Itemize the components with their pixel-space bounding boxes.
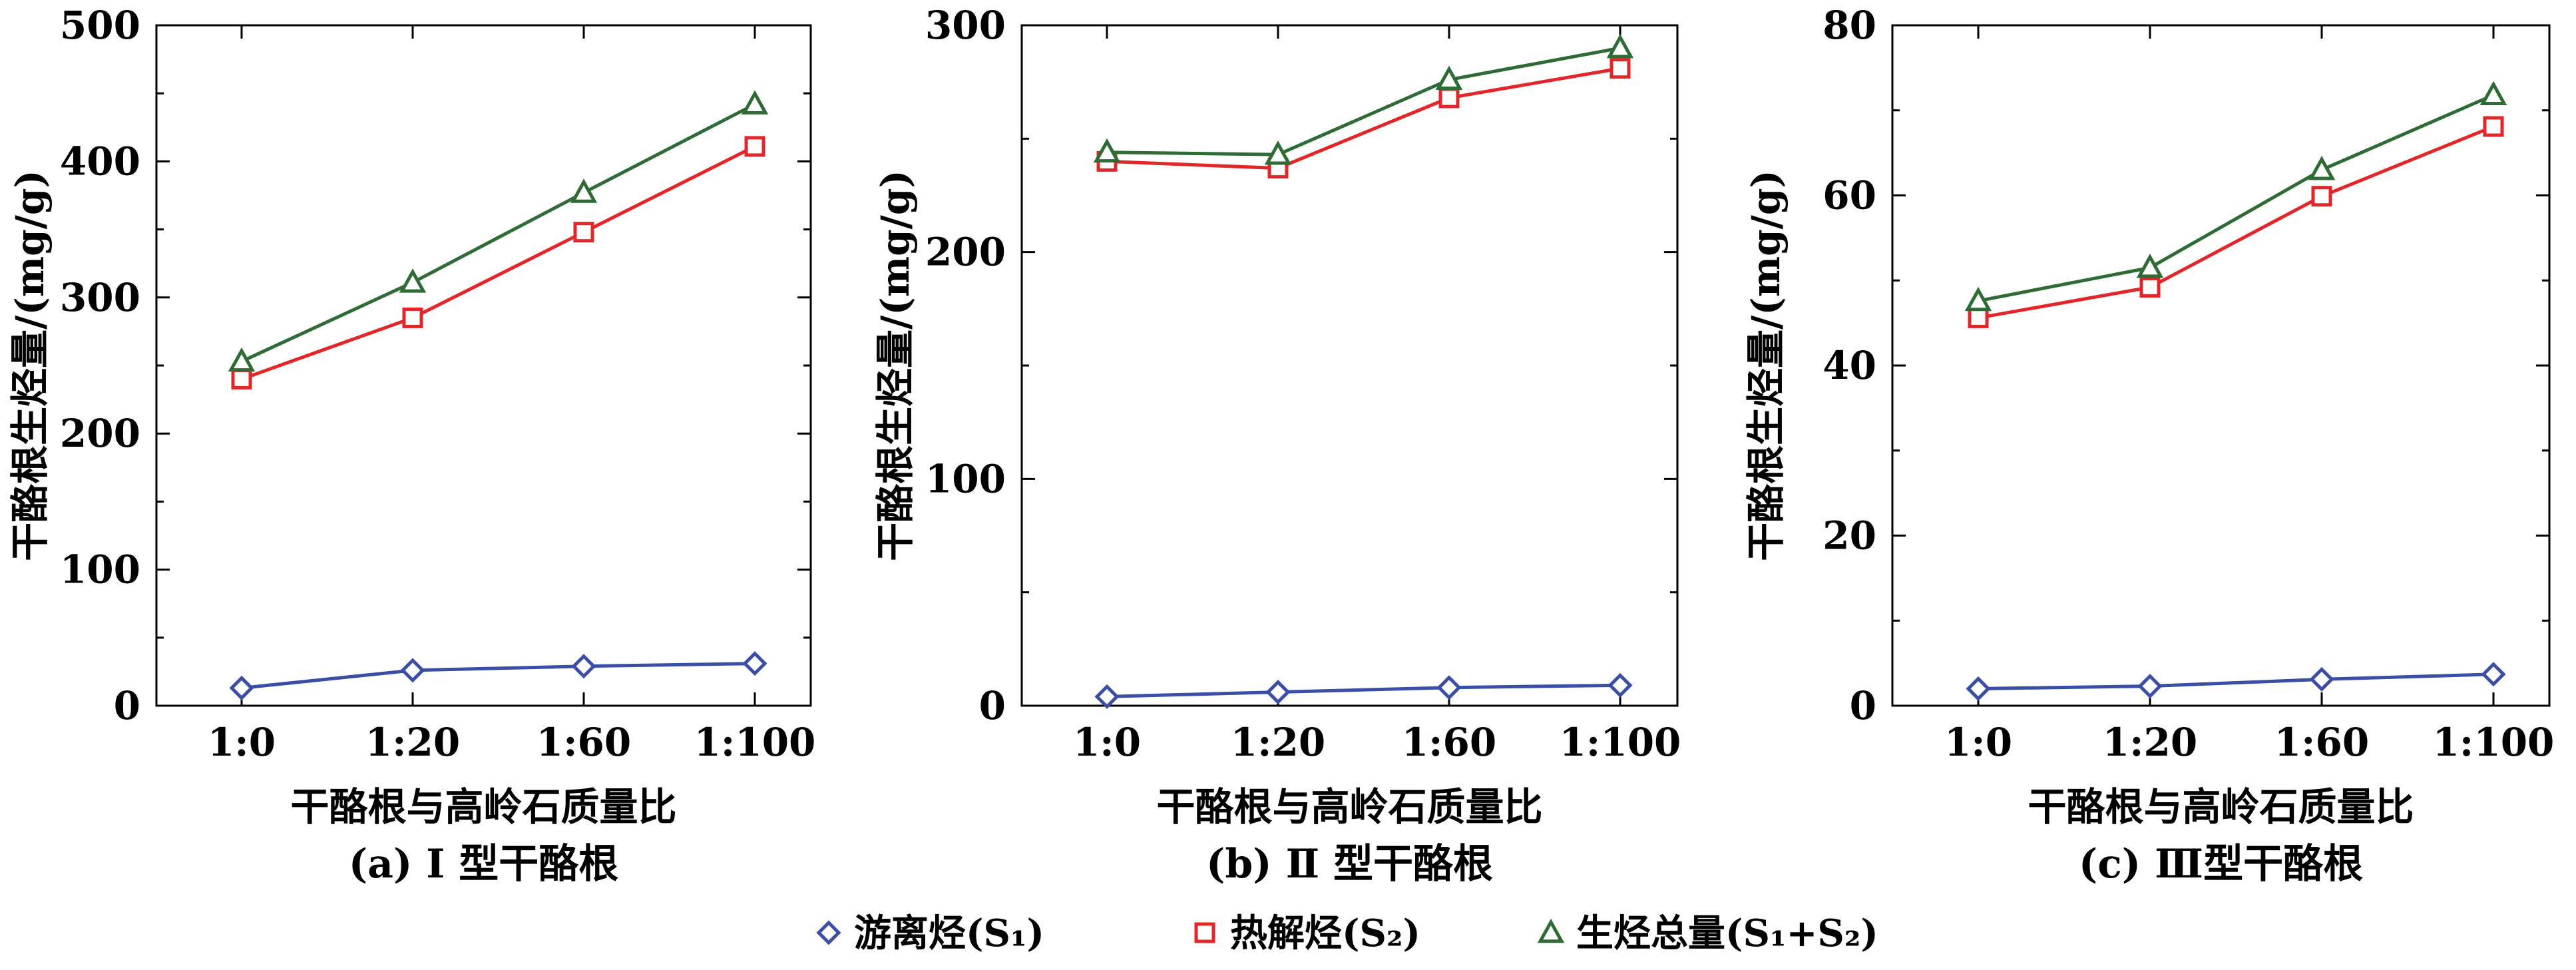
y-tick-label: 80 [1823,3,1876,48]
data-point-s3-3 [1435,65,1463,91]
data-point-s1-4 [2481,662,2506,687]
y-axis-label: 干酪根生烃量/(mg/g) [7,170,53,561]
data-point-s2-3 [573,222,594,243]
y-tick-label: 60 [1823,173,1876,218]
x-tick-label: 1:0 [208,720,276,765]
data-point-s2-3 [2311,186,2332,207]
legend-item-1: 游离烃(S₁) [816,911,1044,955]
data-point-s1-1 [1966,676,1991,701]
legend-marker-2 [1194,922,1215,943]
data-point-s2-3 [1438,87,1460,109]
chart-panel-2: 0 100 200 300 1:0 1:20 1:60 1:100 干酪根与高岭石质量比 干酪根生… [873,3,1681,887]
series-line-1 [241,662,755,690]
series-line-3 [1978,93,2494,303]
chart-panel-3: 0 20 40 60 80 1:0 1:20 1:60 1:100 干酪根与高岭石质量比 干酪根生烃… [1743,3,2554,887]
data-point-s1-3 [571,654,596,679]
series-line-2 [241,144,756,381]
data-point-s3-1 [228,347,256,372]
data-point-s3-4 [2479,81,2507,106]
data-point-s2-4 [1610,58,1631,79]
series-line-3 [1106,46,1621,156]
data-point-s2-2 [2139,276,2161,298]
y-tick-label: 200 [925,230,1006,275]
panel-caption: (a) Ⅰ 型干酪根 [349,841,619,887]
data-point-s3-1 [1964,286,1992,312]
x-axis-label: 干酪根与高岭石质量比 [290,784,676,830]
y-tick-label: 500 [60,3,140,48]
x-axis-label: 干酪根与高岭石质量比 [1156,784,1542,830]
data-point-s1-2 [2137,674,2163,699]
data-point-s3-2 [399,268,427,293]
data-point-s3-2 [1264,140,1292,165]
y-tick-label: 0 [979,683,1006,728]
legend-marker-1 [816,920,841,945]
x-axis-label: 干酪根与高岭石质量比 [2028,784,2414,830]
data-point-s2-1 [1968,307,1989,328]
x-tick-label: 1:20 [1231,720,1325,765]
y-tick-label: 0 [1850,683,1876,728]
data-point-s3-4 [1606,33,1634,59]
x-tick-label: 1:60 [2274,720,2369,765]
legend-label-1: 游离烃(S₁) [854,911,1044,955]
x-tick-label: 1:100 [2433,720,2555,765]
x-tick-label: 1:100 [1560,720,1681,765]
data-point-s1-1 [1094,684,1120,709]
x-tick-label: 1:20 [365,720,460,765]
y-axis-label: 干酪根生烃量/(mg/g) [1743,170,1789,561]
data-point-s1-2 [400,658,425,683]
y-tick-label: 20 [1823,513,1876,559]
data-point-s2-1 [231,368,252,389]
x-tick-label: 1:100 [694,720,816,765]
data-point-s3-3 [2308,156,2336,180]
plot-frame [1891,24,2551,707]
legend-item-2: 热解烃(S₂) [1194,911,1420,955]
series-line-3 [240,103,756,364]
y-tick-label: 400 [60,138,140,184]
y-tick-label: 300 [60,275,140,320]
y-tick-label: 100 [925,456,1006,501]
data-point-s1-2 [1265,680,1291,705]
data-point-s1-3 [2309,666,2334,692]
data-point-s1-3 [1436,675,1462,700]
y-axis-label: 干酪根生烃量/(mg/g) [873,170,918,561]
legend: 游离烃(S₁) 热解烃(S₂) 生烃总量(S₁+S₂) [816,911,1878,955]
x-tick-label: 1:60 [537,720,631,765]
y-tick-label: 200 [60,411,140,456]
y-tick-label: 40 [1823,343,1876,388]
y-tick-label: 0 [114,683,140,728]
data-point-s3-3 [570,178,598,203]
y-tick-label: 300 [925,3,1006,48]
legend-item-3: 生烃总量(S₁+S₂) [1537,911,1878,955]
data-point-s1-1 [229,675,254,700]
plot-frame [1020,24,1679,707]
legend-marker-3 [1537,918,1565,943]
data-point-s1-4 [742,651,767,676]
legend-label-2: 热解烃(S₂) [1230,911,1420,955]
series-line-1 [1106,683,1621,698]
panel-caption: (b) Ⅱ 型干酪根 [1206,841,1493,887]
series-line-2 [1106,67,1621,170]
y-tick-label: 100 [60,547,140,593]
x-tick-label: 1:60 [1402,720,1496,765]
x-tick-label: 1:0 [1944,720,2012,765]
data-point-s3-2 [2136,253,2164,278]
x-tick-label: 1:20 [2103,720,2197,765]
data-point-s3-1 [1093,138,1121,163]
series-line-2 [1978,124,2494,320]
panel-caption: (c) Ⅲ型干酪根 [2079,841,2363,887]
data-point-s2-4 [744,136,765,157]
series-line-1 [1978,672,2494,690]
data-point-s1-4 [1608,672,1633,698]
data-point-s3-4 [741,90,769,115]
chart-panel-1: 0 100 200 300 400 500 1:0 1:20 1:60 1:100 干酪根与高岭石质… [7,3,815,887]
data-point-s2-2 [402,307,423,328]
x-tick-label: 1:0 [1073,720,1141,765]
data-point-s2-4 [2483,116,2504,137]
legend-label-3: 生烃总量(S₁+S₂) [1576,911,1878,955]
